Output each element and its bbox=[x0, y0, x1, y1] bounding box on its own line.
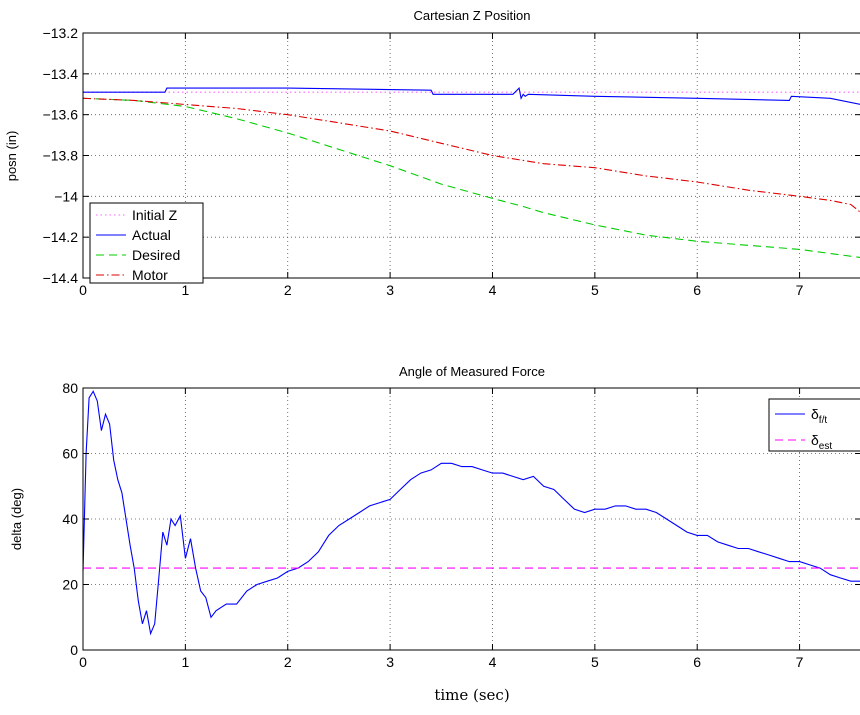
legend-label: Actual bbox=[132, 227, 171, 243]
y-tick-label: 0 bbox=[70, 642, 78, 658]
x-tick-label: 4 bbox=[489, 654, 497, 670]
x-tick-label: 3 bbox=[386, 654, 394, 670]
x-tick-label: 5 bbox=[591, 282, 599, 298]
x-tick-label: 7 bbox=[796, 282, 804, 298]
x-tick-label: 7 bbox=[796, 654, 804, 670]
ticks-position: 0 1 2 3 4 5 6 7 −14.4 −14.2 −14 −13.8 −13.6 −13.4 −13.… bbox=[43, 25, 860, 298]
y-tick-label: −13.6 bbox=[43, 107, 79, 123]
x-tick-label: 0 bbox=[79, 654, 87, 670]
legend-position: Initial Z Actual Desired Motor bbox=[89, 202, 204, 284]
series-line-f-t bbox=[82, 390, 860, 636]
series-group-position bbox=[82, 86, 860, 259]
y-tick-label: 20 bbox=[62, 577, 78, 593]
x-tick-label: 1 bbox=[181, 654, 189, 670]
x-tick-label: 3 bbox=[386, 282, 394, 298]
chart-title-angle: Angle of Measured Force bbox=[399, 364, 545, 379]
legend-label: Motor bbox=[132, 267, 168, 283]
legend-label-subscript: est bbox=[819, 441, 833, 452]
chart-title-position: Cartesian Z Position bbox=[413, 8, 530, 23]
series-group-angle bbox=[82, 390, 860, 636]
grid-position bbox=[83, 33, 860, 278]
legend-label: Desired bbox=[132, 247, 180, 263]
series-line-actual bbox=[83, 86, 860, 105]
y-tick-label: −14.2 bbox=[43, 229, 79, 245]
y-tick-label: −13.8 bbox=[43, 148, 79, 164]
x-tick-label: 1 bbox=[181, 282, 189, 298]
y-axis-label-angle: delta (deg) bbox=[9, 488, 24, 550]
legend-label: Initial Z bbox=[132, 207, 178, 223]
x-tick-label: 6 bbox=[693, 282, 701, 298]
y-tick-label: −14 bbox=[54, 188, 78, 204]
x-tick-label: 5 bbox=[591, 654, 599, 670]
x-tick-label: 6 bbox=[693, 654, 701, 670]
y-tick-label: 80 bbox=[62, 380, 78, 396]
y-axis-label-position: posn (in) bbox=[4, 131, 19, 182]
y-tick-label: 40 bbox=[62, 511, 78, 527]
x-tick-label: 2 bbox=[284, 654, 292, 670]
grid-angle bbox=[83, 388, 860, 650]
x-axis-label: time (sec) bbox=[434, 686, 509, 704]
x-tick-label: 2 bbox=[284, 282, 292, 298]
x-tick-label: 4 bbox=[489, 282, 497, 298]
y-tick-label: −13.4 bbox=[43, 66, 79, 82]
y-tick-label: −14.4 bbox=[43, 270, 79, 286]
plot-position: Cartesian Z Position 0 1 2 3 4 5 6 7 −14.4 −14.2 −… bbox=[4, 8, 860, 298]
series-line-motor bbox=[82, 97, 860, 213]
legend-box bbox=[768, 398, 860, 452]
ticks-angle: 0 1 2 3 4 5 6 7 0 20 40 60 80 bbox=[62, 380, 860, 670]
y-tick-label: 60 bbox=[62, 446, 78, 462]
legend-label-subscript: f/t bbox=[819, 415, 828, 426]
y-tick-label: −13.2 bbox=[43, 25, 79, 41]
plot-angle: Angle of Measured Force 0 1 2 3 4 5 6 7 0 20 40 60 8… bbox=[9, 364, 860, 704]
series-line-desired bbox=[82, 97, 860, 259]
x-tick-label: 0 bbox=[79, 282, 87, 298]
legend-box bbox=[89, 202, 204, 284]
